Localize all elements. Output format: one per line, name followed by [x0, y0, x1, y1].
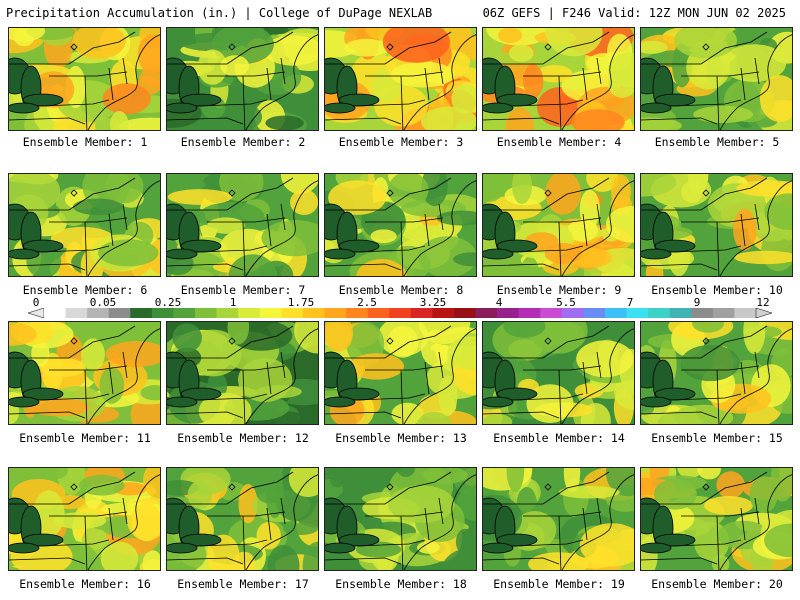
ensemble-member-label: Ensemble Member: 6	[22, 283, 148, 297]
ensemble-map-panel	[8, 27, 161, 131]
scale-swatch	[195, 308, 217, 318]
ensemble-member-label: Ensemble Member: 9	[496, 283, 622, 297]
scale-swatch	[669, 308, 692, 318]
ensemble-map-panel	[640, 27, 793, 131]
scale-tick-label: 1	[229, 296, 237, 309]
scale-swatch	[432, 308, 455, 318]
scale-swatch	[583, 308, 606, 318]
ensemble-member-label: Ensemble Member: 13	[335, 431, 467, 445]
scale-tick-label: 0.25	[154, 296, 182, 309]
ensemble-member-label: Ensemble Member: 16	[19, 577, 151, 591]
ensemble-member-label: Ensemble Member: 4	[496, 135, 622, 149]
color-scale-bar	[28, 308, 772, 318]
scale-swatch	[367, 308, 390, 318]
scale-swatch	[346, 308, 368, 318]
ensemble-member-label: Ensemble Member: 3	[338, 135, 464, 149]
ensemble-map-panel	[166, 27, 319, 131]
ensemble-member-label: Ensemble Member: 7	[180, 283, 306, 297]
ensemble-member-label: Ensemble Member: 11	[19, 431, 151, 445]
scale-swatch	[108, 308, 131, 318]
ensemble-member-label: Ensemble Member: 2	[180, 135, 306, 149]
ensemble-member-label: Ensemble Member: 18	[335, 577, 467, 591]
scale-swatch	[712, 308, 735, 318]
ensemble-map-panel	[640, 173, 793, 277]
chart-title: Precipitation Accumulation (in.) | Colle…	[6, 6, 433, 20]
scale-swatch	[173, 308, 196, 318]
ensemble-map-panel	[166, 467, 319, 571]
scale-tick-label: 2.5	[357, 296, 377, 309]
ensemble-map-panel	[324, 467, 477, 571]
scale-tick-label: 1.75	[287, 296, 315, 309]
scale-swatch	[475, 308, 498, 318]
ensemble-map-panel	[166, 321, 319, 425]
scale-swatch	[87, 308, 110, 318]
scale-tick-label: 3.25	[419, 296, 447, 309]
ensemble-map-panel	[8, 321, 161, 425]
scale-swatch	[691, 308, 714, 318]
ensemble-member-label: Ensemble Member: 12	[177, 431, 309, 445]
scale-swatch	[604, 308, 627, 318]
scale-swatch	[453, 308, 476, 318]
ensemble-member-label: Ensemble Member: 10	[651, 283, 783, 297]
scale-swatch	[281, 308, 304, 318]
scale-tick-label: 12	[756, 296, 770, 309]
ensemble-map-panel	[482, 173, 635, 277]
scale-swatch	[648, 308, 670, 318]
ensemble-member-label: Ensemble Member: 8	[338, 283, 464, 297]
scale-swatch	[389, 308, 412, 318]
scale-tick-label: 4	[495, 296, 503, 309]
scale-tick-label: 5.5	[556, 296, 576, 309]
scale-tick-label: 0	[32, 296, 40, 309]
ensemble-map-panel	[8, 173, 161, 277]
ensemble-map-panel	[8, 467, 161, 571]
scale-tick-label: 7	[626, 296, 634, 309]
scale-swatch	[259, 308, 282, 318]
ensemble-member-label: Ensemble Member: 19	[493, 577, 625, 591]
ensemble-member-label: Ensemble Member: 5	[654, 135, 780, 149]
ensemble-map-panel	[640, 321, 793, 425]
scale-swatch	[238, 308, 261, 318]
ensemble-map-panel	[166, 173, 319, 277]
scale-swatch	[216, 308, 239, 318]
scale-swatch	[65, 308, 88, 318]
scale-swatch	[518, 308, 541, 318]
model-run-info: 06Z GEFS | F246 Valid: 12Z MON JUN 02 20…	[482, 6, 786, 20]
scale-swatch	[540, 308, 563, 318]
scale-swatch	[44, 308, 66, 318]
scale-swatch	[410, 308, 433, 318]
scale-swatch	[497, 308, 519, 318]
scale-right-arrow	[755, 308, 772, 318]
scale-swatch	[151, 308, 174, 318]
ensemble-map-panel	[640, 467, 793, 571]
ensemble-member-label: Ensemble Member: 20	[651, 577, 783, 591]
ensemble-member-label: Ensemble Member: 14	[493, 431, 625, 445]
ensemble-map-panel	[482, 467, 635, 571]
ensemble-map-panel	[324, 173, 477, 277]
scale-swatch	[324, 308, 347, 318]
scale-swatch	[626, 308, 649, 318]
ensemble-member-label: Ensemble Member: 15	[651, 431, 783, 445]
ensemble-member-label: Ensemble Member: 1	[22, 135, 148, 149]
scale-swatch	[302, 308, 325, 318]
ensemble-map-panel	[482, 321, 635, 425]
scale-swatch	[734, 308, 757, 318]
scale-swatch	[130, 308, 153, 318]
scale-tick-label: 0.05	[89, 296, 117, 309]
ensemble-map-panel	[482, 27, 635, 131]
ensemble-map-panel	[324, 27, 477, 131]
scale-swatch	[561, 308, 584, 318]
ensemble-member-label: Ensemble Member: 17	[177, 577, 309, 591]
ensemble-map-panel	[324, 321, 477, 425]
scale-tick-label: 9	[693, 296, 701, 309]
scale-left-arrow	[28, 308, 45, 318]
